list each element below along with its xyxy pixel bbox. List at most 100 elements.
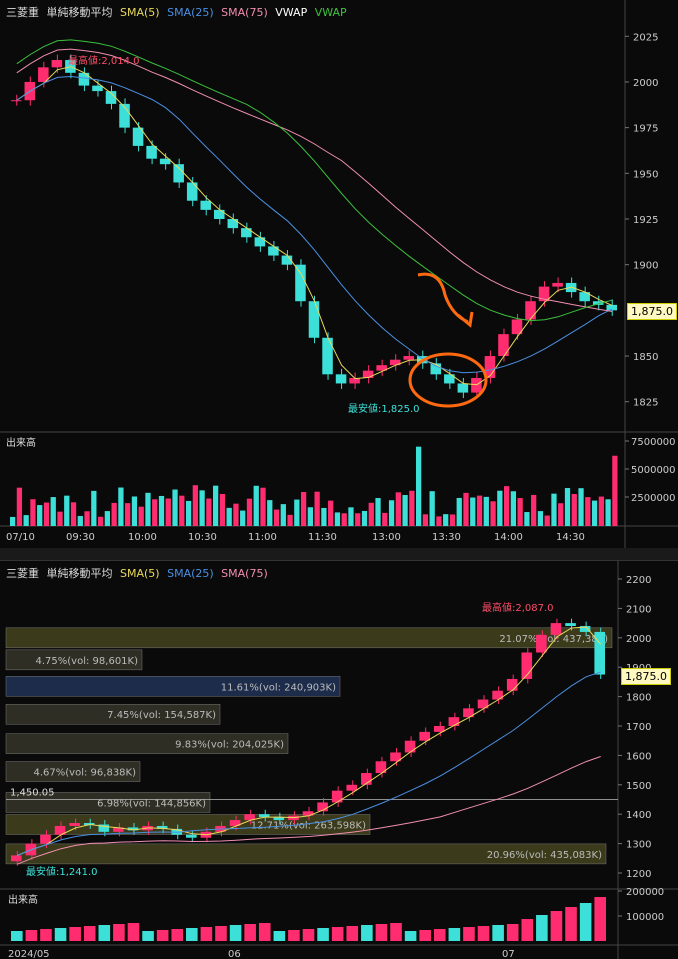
intraday-chart: 1825 1850 1900 1925 1950 1975 2000 2025 最高値:2,01… <box>0 0 678 548</box>
volume-bar <box>448 928 461 941</box>
candle-body <box>244 814 255 821</box>
x-tick-label: 07/10 <box>6 532 35 543</box>
volume-bar <box>395 492 401 526</box>
volume-profile-bar <box>5 649 143 671</box>
y-tick-label: 1900 <box>633 261 658 272</box>
volume-bar <box>521 919 534 941</box>
volume-bar <box>348 507 354 526</box>
volume-bar <box>612 455 618 526</box>
sma25-line <box>16 75 613 374</box>
y-tick-label: 1700 <box>626 722 651 733</box>
volume-bar <box>300 492 307 526</box>
candle-body <box>51 60 63 68</box>
volume-bar <box>260 487 266 526</box>
legend-vwap-green: VWAP <box>314 6 347 19</box>
volume-bar <box>470 497 476 526</box>
candle-body <box>430 363 442 375</box>
candle-body <box>361 773 372 785</box>
volume-bar <box>30 499 36 526</box>
y-tick-label: 2025 <box>633 32 658 43</box>
candle-body <box>477 699 489 709</box>
legend-sma75: SMA(75) <box>221 6 268 19</box>
volume-bar <box>402 495 408 526</box>
volume-bar <box>456 497 462 526</box>
candle-body <box>525 301 536 320</box>
volume-title: 出来高 <box>6 436 36 449</box>
candle-body <box>11 100 22 102</box>
volume-bar <box>314 491 320 526</box>
indicator-label: 単純移動平均 <box>46 6 113 19</box>
y-tick-label: 2100 <box>626 604 651 615</box>
volume-bar <box>341 513 347 526</box>
intraday-legend: 三菱重 単純移動平均 SMA(5) SMA(25) SMA(75) VWAP V… <box>6 4 351 20</box>
volume-bar <box>443 514 449 526</box>
candle-body <box>448 717 460 726</box>
candle-body <box>362 370 374 378</box>
volume-bar <box>111 502 117 526</box>
candle-body <box>302 811 314 816</box>
volume-bar <box>273 931 286 941</box>
x-tick-label: 11:30 <box>308 532 337 543</box>
x-tick-label: 13:00 <box>372 532 401 543</box>
candle-body <box>173 164 184 183</box>
volume-bar <box>550 911 563 941</box>
y-tick-label: 1850 <box>633 352 658 363</box>
y-tick-label: 2000 <box>626 634 651 645</box>
y-tick-label: 2200 <box>626 575 651 586</box>
volume-bar <box>503 486 510 526</box>
candle-body <box>322 337 333 375</box>
price-level-label: 1,450.05 <box>10 787 55 798</box>
candle-body <box>492 690 503 700</box>
candle-body <box>550 623 562 635</box>
candle-body <box>536 634 547 653</box>
volume-bar <box>565 907 577 941</box>
volume-tick-label: 5000000 <box>631 465 676 476</box>
candle-body <box>346 784 358 791</box>
y-tick-label: 1600 <box>626 751 651 762</box>
candle-body <box>579 626 591 632</box>
volume-bar <box>605 499 611 526</box>
volume-bar <box>77 516 83 526</box>
volume-bar <box>16 487 23 526</box>
volume-bar <box>578 488 584 526</box>
volume-bar <box>179 495 185 526</box>
candle-body <box>498 334 509 357</box>
y-tick-label: 2000 <box>633 78 658 89</box>
volume-bar <box>321 507 327 526</box>
volume-bar <box>192 485 198 526</box>
candle-body <box>403 356 414 360</box>
volume-bar <box>422 514 429 526</box>
volume-bar <box>368 502 374 526</box>
volume-bar <box>10 516 16 526</box>
volume-bar <box>54 928 67 941</box>
volume-bar <box>64 495 70 526</box>
candle-body <box>92 85 103 92</box>
volume-bar <box>492 925 504 941</box>
candle-body <box>335 374 347 384</box>
volume-bar <box>57 511 63 526</box>
volume-profile-bar <box>5 761 141 782</box>
volume-bar <box>113 924 125 941</box>
candle-body <box>258 814 270 818</box>
volume-bar <box>361 925 373 941</box>
volume-bar <box>564 488 571 526</box>
volume-bar <box>375 498 381 526</box>
x-tick-label: 14:30 <box>556 532 585 543</box>
volume-bar <box>131 496 138 526</box>
candle-body <box>592 301 604 305</box>
volume-title: 出来高 <box>8 893 38 906</box>
symbol-label: 三菱重 <box>6 567 39 580</box>
volume-bar <box>388 500 395 526</box>
legend-sma25: SMA(25) <box>167 6 214 19</box>
volume-bar <box>91 490 97 526</box>
indicator-label: 単純移動平均 <box>46 567 113 580</box>
candle-body <box>159 158 171 165</box>
daily-chart-panel: 三菱重 単純移動平均 SMA(5) SMA(25) SMA(75) 1200 13… <box>0 560 678 959</box>
volume-bar <box>355 513 361 526</box>
volume-profile-bar <box>5 703 221 725</box>
volume-bar <box>84 511 90 526</box>
candle-body <box>331 790 343 803</box>
volume-bar <box>585 497 591 526</box>
vwap-line <box>16 39 613 322</box>
candle-body <box>186 182 198 201</box>
